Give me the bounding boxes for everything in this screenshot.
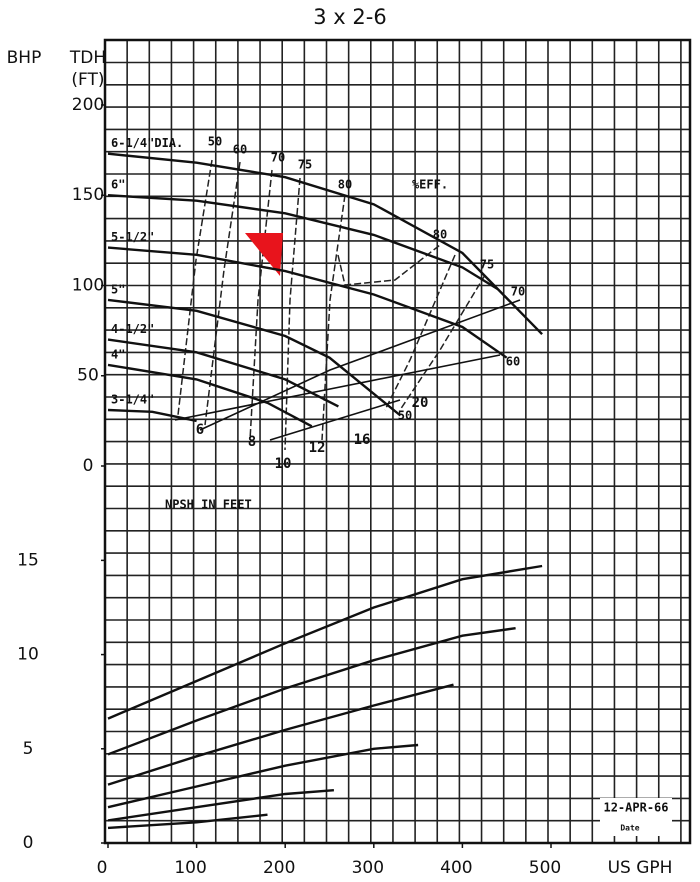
efficiency-label: 80 [433, 228, 447, 242]
y-tick-label: 5 [23, 739, 34, 759]
y-axis-title: (FT) [71, 70, 104, 90]
curve [107, 298, 402, 417]
eff-line [321, 194, 346, 441]
eff-line [249, 169, 273, 441]
eff-line [284, 177, 301, 451]
x-tick-label: 100 [174, 858, 206, 878]
plot-frame [103, 38, 692, 845]
curve [107, 246, 508, 359]
curve [107, 683, 454, 786]
annotation-bg [600, 798, 672, 836]
eff-line [337, 244, 441, 286]
curve [107, 408, 197, 423]
y-tick-label: 100 [72, 275, 104, 295]
y-tick-label: 15 [17, 550, 39, 570]
date-caption: Date [620, 824, 639, 833]
series-label: 6-1/4"DIA. [111, 136, 183, 150]
x-tick-label: 0 [97, 858, 108, 878]
x-tick-label: 400 [440, 858, 472, 878]
y-tick-label: 0 [83, 456, 94, 476]
npsh-label: 10 [275, 456, 292, 472]
npsh-line [174, 354, 501, 421]
y-tick-label: 50 [77, 366, 99, 386]
efficiency-label: 80 [338, 178, 352, 192]
grid [103, 38, 692, 845]
eff-line [399, 274, 486, 411]
efficiency-label: 50 [208, 135, 222, 149]
y-tick-label: 10 [17, 645, 39, 665]
curve [107, 194, 499, 291]
eff-line [177, 159, 213, 416]
y-tick-label: 150 [72, 185, 104, 205]
operating-point-marker [245, 233, 283, 276]
efficiency-label: 70 [271, 151, 285, 165]
npsh-label: 12 [309, 440, 326, 456]
efficiency-label: 75 [480, 258, 494, 272]
efficiency-label: 50 [398, 409, 412, 423]
npsh-line [269, 399, 401, 441]
curve [107, 338, 339, 408]
x-axis-title: US GPH [608, 858, 673, 878]
npsh-label: 16 [354, 432, 371, 448]
date-annotation: 12-APR-66 [603, 801, 668, 815]
series-label: 4-1/2" [111, 322, 154, 336]
curve [107, 813, 268, 830]
curve [107, 152, 543, 336]
npsh-label: 20 [412, 395, 429, 411]
series-label: 5" [111, 282, 125, 296]
npsh-title: NPSH IN FEET [165, 498, 252, 512]
series-label: 6" [111, 178, 125, 192]
npsh-line [199, 299, 521, 431]
curve [107, 627, 516, 756]
chart-title: 3 x 2-6 [313, 5, 386, 29]
series-label: 4" [111, 347, 125, 361]
curve [107, 789, 334, 822]
eff-line [204, 161, 241, 426]
curve [107, 743, 419, 809]
efficiency-label: 60 [233, 143, 247, 157]
efficiency-label: 60 [506, 355, 520, 369]
curve [107, 564, 543, 720]
series-label: 5-1/2" [111, 230, 154, 244]
npsh-label: 8 [248, 434, 256, 450]
x-tick-label: 200 [263, 858, 295, 878]
x-tick-label: 300 [352, 858, 384, 878]
eff-line [384, 254, 456, 411]
efficiency-label: 70 [511, 285, 525, 299]
y-axis-title: TDH [69, 48, 106, 68]
x-tick-label: 500 [529, 858, 561, 878]
y-tick-label: 0 [23, 833, 34, 853]
curve [107, 363, 313, 428]
efficiency-curves [174, 159, 521, 451]
series-label: 3-1/4" [111, 393, 154, 407]
efficiency-label: %EFF. [412, 178, 448, 192]
y-tick-label: 200 [72, 95, 104, 115]
npsh-label: 6 [196, 422, 204, 438]
y2-axis-title: BHP [7, 48, 42, 68]
efficiency-label: 75 [298, 158, 312, 172]
